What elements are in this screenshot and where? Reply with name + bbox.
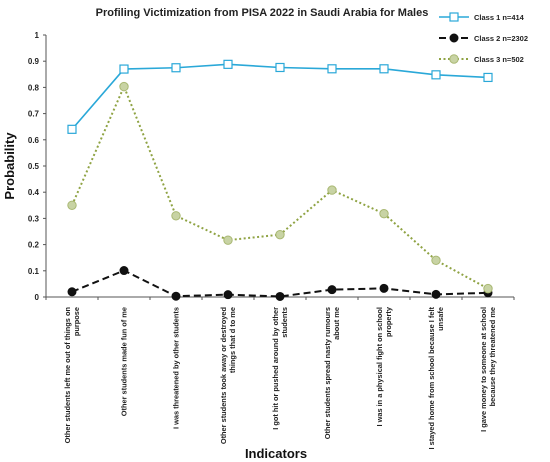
x-tick-label: I was threatened by other students	[172, 307, 181, 429]
x-tick-label: I got hit or pushed around by otherstude…	[271, 307, 289, 430]
legend-label: Class 3 n=502	[474, 55, 524, 64]
series-3-point	[431, 255, 441, 266]
y-tick-label: 0.7	[28, 110, 40, 119]
axes	[45, 35, 514, 298]
x-tick-label: I stayed home from school because I felt…	[427, 306, 445, 449]
series-3-point	[67, 200, 77, 211]
y-tick-label: 0.6	[28, 136, 40, 145]
series-1-point	[379, 64, 389, 74]
series-2-point	[223, 290, 233, 300]
y-tick-labels: 0 0.1 0.2 0.3 0.4 0.5 0.6 0.7 0.8 0.9 1	[28, 31, 46, 302]
legend-marker	[449, 33, 459, 43]
series-2-point	[431, 289, 441, 299]
x-tick-label: Other students spread nasty rumoursabout…	[323, 307, 341, 439]
y-tick-label: 0.4	[28, 188, 40, 197]
legend-marker	[449, 12, 459, 22]
series-2-point	[275, 291, 285, 301]
series-group	[67, 59, 493, 301]
y-tick-label: 0.1	[28, 267, 40, 276]
y-tick-label: 0	[35, 293, 40, 302]
series-2-point	[327, 285, 337, 295]
series-3-point	[379, 208, 389, 219]
series-3-line	[71, 85, 489, 290]
series-1-point	[67, 124, 77, 134]
series-1-line	[71, 63, 489, 130]
series-1	[67, 59, 493, 134]
y-axis-label: Probability	[2, 132, 17, 200]
series-1-point	[431, 70, 441, 80]
x-tick-label: I was in a physical fight on schoolprope…	[375, 306, 393, 426]
series-1-point	[275, 62, 285, 73]
series-3-point	[483, 283, 493, 294]
series-2-line	[71, 269, 489, 298]
legend-marker	[449, 54, 459, 64]
series-3	[67, 81, 493, 294]
series-1-point	[483, 72, 493, 83]
y-tick-label: 0.9	[28, 57, 40, 66]
legend-label: Class 2 n=2302	[474, 34, 528, 43]
y-tick-label: 0.8	[28, 83, 40, 92]
series-3-point	[119, 81, 129, 92]
x-tick-label: Other students took away or destroyedthi…	[219, 307, 237, 445]
series-3-point	[171, 211, 181, 221]
series-3-point	[327, 185, 337, 195]
series-1-point	[223, 59, 233, 69]
chart-title: Profiling Victimization from PISA 2022 i…	[96, 7, 429, 19]
series-3-point	[223, 235, 233, 245]
legend-label: Class 1 n=414	[474, 13, 525, 22]
series-3-point	[275, 229, 285, 240]
y-tick-label: 0.5	[28, 162, 40, 171]
series-2-point	[67, 287, 77, 297]
x-axis-label: Indicators	[245, 446, 307, 461]
series-1-point	[171, 63, 181, 73]
x-tick-labels: Other students left me out of things onp…	[45, 297, 515, 450]
y-tick-label: 0.3	[28, 214, 40, 223]
series-1-point	[119, 64, 129, 74]
series-1-point	[327, 64, 337, 74]
y-tick-label: 0.2	[28, 241, 40, 250]
series-2-point	[379, 283, 389, 293]
series-2-point	[171, 291, 181, 301]
x-tick-label: Other students made fun of me	[120, 307, 129, 416]
y-tick-label: 1	[35, 31, 40, 40]
legend: Class 1 n=414 Class 2 n=2302 Class 3 n=502	[439, 12, 528, 64]
x-tick-label: I gave money to someone at schoolbecause…	[479, 307, 497, 432]
series-2-point	[119, 266, 129, 276]
series-2	[67, 266, 493, 301]
x-tick-label: Other students left me out of things onp…	[63, 307, 81, 444]
